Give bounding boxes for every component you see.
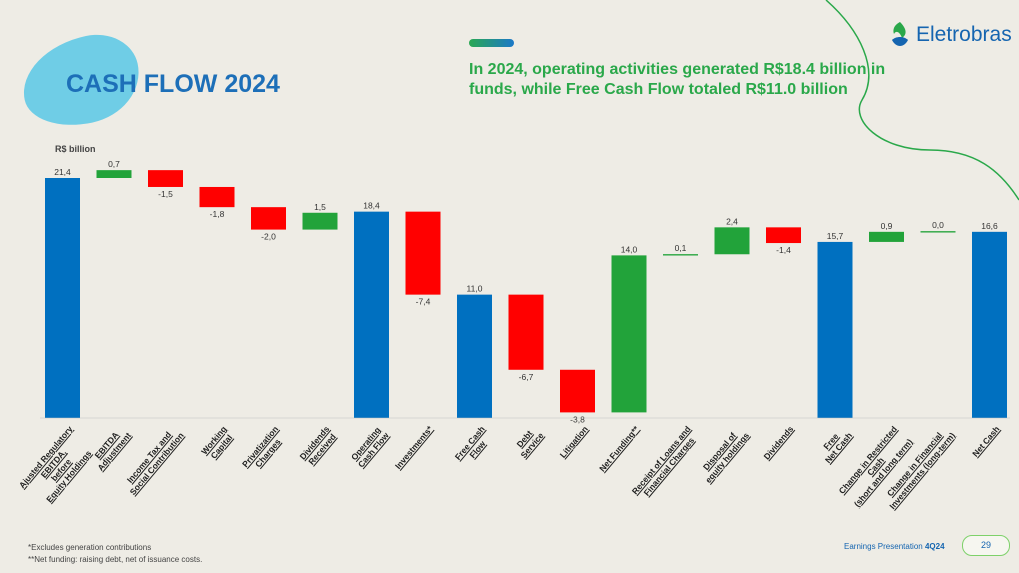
bar-13 xyxy=(714,227,750,255)
value-label-10: -3,8 xyxy=(570,414,585,424)
footnote-investments: *Excludes generation contributions xyxy=(28,543,152,552)
headline-text: In 2024, operating activities generated … xyxy=(469,61,886,98)
headline-accent-bar xyxy=(469,39,514,47)
value-label-7: -7,4 xyxy=(416,297,431,307)
bar-0 xyxy=(45,177,80,418)
value-label-15: 15,7 xyxy=(827,231,844,241)
bar-17 xyxy=(920,231,956,233)
slide-title: CASH FLOW 2024 xyxy=(66,70,280,98)
eletrobras-flame-icon xyxy=(892,22,908,46)
bar-7 xyxy=(405,211,441,295)
value-label-14: -1,4 xyxy=(776,245,791,255)
value-label-9: -6,7 xyxy=(519,372,534,382)
presentation-period: 4Q24 xyxy=(924,542,945,551)
page-number: 29 xyxy=(962,535,1010,556)
bar-2 xyxy=(148,170,183,187)
value-label-0: 21,4 xyxy=(54,167,71,177)
value-label-2: -1,5 xyxy=(158,189,173,199)
presentation-name: Earnings Presentation xyxy=(844,542,923,551)
logo-text: Eletrobras xyxy=(916,23,1012,46)
bar-18 xyxy=(972,231,1007,418)
bar-12 xyxy=(663,254,698,256)
value-label-18: 16,6 xyxy=(981,221,998,231)
bar-11 xyxy=(611,255,647,413)
bar-14 xyxy=(766,227,801,244)
bar-1 xyxy=(96,170,132,178)
value-label-13: 2,4 xyxy=(726,216,738,226)
bar-3 xyxy=(199,186,235,208)
value-label-11: 14,0 xyxy=(621,244,638,254)
value-label-6: 18,4 xyxy=(363,201,380,211)
bar-10 xyxy=(560,369,595,413)
bar-16 xyxy=(869,231,904,242)
value-label-8: 11,0 xyxy=(467,284,483,294)
bar-9 xyxy=(508,294,544,370)
value-label-12: 0,1 xyxy=(675,243,687,253)
value-label-1: 0,7 xyxy=(108,159,120,169)
footnote-net-funding: **Net funding: raising debt, net of issu… xyxy=(28,555,203,564)
value-label-4: -2,0 xyxy=(261,232,276,242)
bar-4 xyxy=(251,207,286,230)
value-label-17: 0,0 xyxy=(932,220,944,230)
value-label-3: -1,8 xyxy=(210,209,225,219)
bar-5 xyxy=(302,212,338,230)
value-label-5: 1,5 xyxy=(314,202,326,212)
value-label-16: 0,9 xyxy=(881,221,893,231)
bar-15 xyxy=(817,241,853,418)
eletrobras-logo: Eletrobras xyxy=(888,20,1012,50)
presentation-label: Earnings Presentation 4Q24 xyxy=(844,542,945,551)
bar-8 xyxy=(457,294,492,418)
unit-label: R$ billion xyxy=(55,144,96,154)
bar-6 xyxy=(354,211,389,418)
